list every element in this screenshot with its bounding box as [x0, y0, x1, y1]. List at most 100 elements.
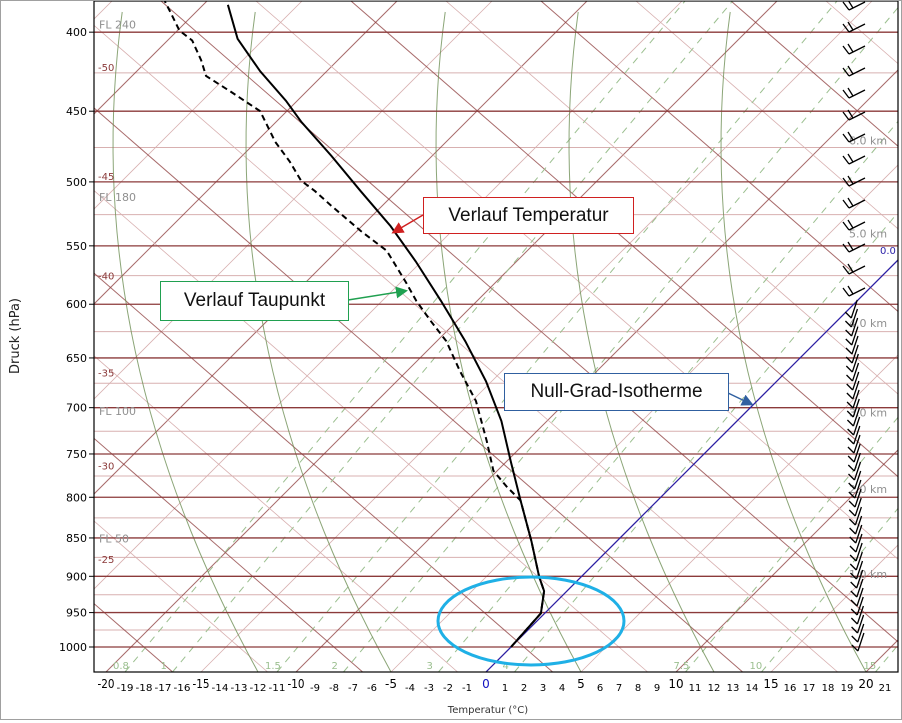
x-tick-label: 1 [502, 683, 508, 694]
wind-barb [842, 65, 866, 77]
mixing-ratio-label: 3 [427, 661, 433, 672]
wind-barb [848, 506, 863, 526]
zero-degree-isotherm [485, 259, 898, 672]
freezing-level-callout: Null-Grad-Isotherme [504, 373, 729, 411]
x-tick-label: 5 [577, 677, 585, 691]
x-tick-label: 16 [784, 683, 797, 694]
isotherm-line [485, 259, 898, 672]
moist-adiabat [720, 11, 867, 672]
isotherm-line [94, 1, 208, 115]
isotherm-label: -30 [98, 462, 114, 473]
y-tick-label: 500 [66, 176, 87, 189]
x-tick-label: 10 [668, 677, 683, 691]
isotherm-line [295, 69, 898, 672]
wind-barb [849, 533, 863, 553]
wind-barb [842, 197, 866, 209]
dry-adiabat [160, 1, 898, 643]
y-tick-label: 550 [66, 240, 87, 253]
x-axis-label: Temperatur (°C) [447, 705, 528, 716]
y-tick-label: 600 [66, 298, 87, 311]
wind-barb [848, 470, 862, 490]
x-tick-label: -6 [367, 683, 377, 694]
moist-adiabat [245, 11, 392, 672]
wind-barb [849, 551, 863, 571]
surface-highlight-ellipse [436, 575, 626, 667]
x-tick-label: -5 [385, 677, 397, 691]
wind-barb [845, 344, 859, 364]
x-tick-label: 13 [727, 683, 740, 694]
x-tick-label: 15 [763, 677, 778, 691]
mixing-ratio-label: 4 [503, 661, 509, 672]
dry-adiabat [94, 520, 268, 672]
x-tick-label: -16 [174, 683, 191, 694]
wind-barb [849, 542, 863, 562]
y-tick-label: 850 [66, 532, 87, 545]
isotherm-label: -50 [98, 63, 114, 74]
profiles [164, 1, 898, 672]
dry-adiabat [255, 1, 898, 560]
dry-adiabat [350, 1, 898, 478]
mixing-ratio-line [343, 6, 898, 672]
x-tick-label: -20 [98, 677, 115, 691]
temperature-profile [226, 4, 546, 648]
x-tick-label: 19 [841, 683, 854, 694]
x-tick-label: -17 [155, 683, 172, 694]
x-tick-label: 6 [597, 683, 603, 694]
mixing-ratio-line [276, 1, 838, 672]
wind-barb [845, 353, 859, 373]
isotherm-label: -40 [98, 271, 114, 282]
height-label: 4.0 km [849, 317, 887, 330]
x-tick-label: 2 [521, 683, 527, 694]
x-tick-label: -1 [462, 683, 472, 694]
wind-barb [842, 87, 866, 99]
x-tick-label: -12 [250, 683, 267, 694]
wind-barb [848, 497, 862, 517]
dewpoint-profile [164, 1, 546, 648]
wind-barb [846, 380, 860, 400]
wind-barb [842, 285, 866, 297]
diagram-labels: -50 -45 -40 -35 -30 -25 FL 240 FL 180 FL 100 FL 5… [98, 19, 896, 672]
isotherm-label: -35 [98, 368, 114, 379]
wind-barb [850, 578, 864, 598]
wind-barb [846, 407, 861, 427]
background-lines [94, 1, 898, 672]
wind-barb [848, 461, 862, 481]
dry-adiabat [94, 190, 648, 672]
mixing-ratio-line [514, 211, 898, 672]
wind-barb [842, 109, 866, 121]
mixing-ratio-label: 0.8 [113, 661, 129, 672]
x-tick-label: 17 [803, 683, 816, 694]
wind-barb [847, 452, 861, 472]
x-tick-label: 0 [482, 677, 490, 691]
wind-barb [851, 632, 865, 652]
flight-level-label: FL 100 [99, 405, 136, 418]
dewpoint-callout: Verlauf Taupunkt [160, 281, 349, 321]
x-tick-label: 3 [540, 683, 546, 694]
isotherm-line [200, 1, 873, 672]
x-tick-label: -15 [193, 677, 210, 691]
y-tick-label: 700 [66, 402, 87, 415]
x-tick-label: 11 [689, 683, 702, 694]
wind-barb [845, 335, 859, 355]
wind-barb [847, 434, 861, 454]
freezing-arrow [727, 392, 754, 406]
wind-barb [846, 371, 860, 391]
wind-barb [845, 326, 859, 346]
isotherm-line [94, 1, 683, 590]
x-tick-label: -3 [424, 683, 434, 694]
x-tick-label: -9 [310, 683, 320, 694]
y-tick-label: 900 [66, 570, 87, 583]
isotherm-line [770, 544, 898, 672]
wind-barb [844, 308, 859, 328]
wind-barb [850, 560, 864, 580]
flight-level-label: FL 240 [99, 19, 136, 32]
wind-barb [847, 443, 861, 463]
wind-barb [846, 362, 860, 382]
x-tick-label: 9 [654, 683, 660, 694]
mixing-ratio-label: 15 [864, 661, 877, 672]
mixing-ratio-line [685, 416, 898, 672]
height-label: 6.0 km [849, 134, 887, 147]
isotherm-line [675, 449, 898, 672]
x-tick-label: 8 [635, 683, 641, 694]
